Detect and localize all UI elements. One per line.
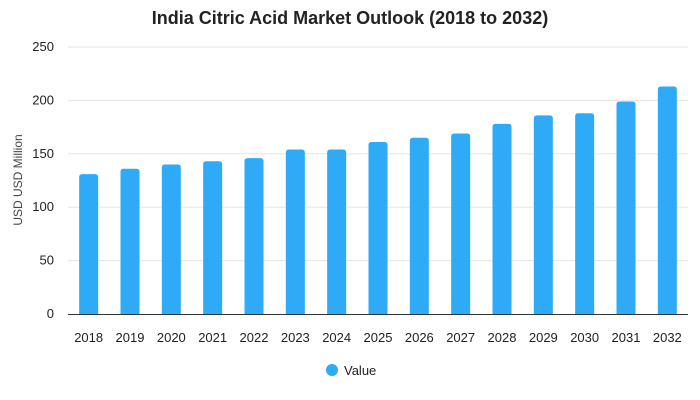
x-tick-label: 2025	[364, 330, 393, 345]
legend-label: Value	[344, 363, 376, 378]
x-tick-label: 2019	[116, 330, 145, 345]
x-tick-label: 2022	[240, 330, 269, 345]
bar-2025[interactable]	[368, 142, 388, 314]
bar-2022[interactable]	[244, 158, 264, 314]
y-axis-ticks: 0 50 100 150 200 250	[32, 39, 54, 321]
y-tick-label: 150	[32, 146, 54, 161]
bar-2024[interactable]	[327, 149, 347, 314]
bar-2032[interactable]	[657, 86, 677, 315]
bar-2018[interactable]	[79, 174, 99, 314]
bar-2030[interactable]	[575, 113, 595, 314]
x-tick-label: 2032	[653, 330, 682, 345]
y-tick-label: 250	[32, 39, 54, 54]
bar-2023[interactable]	[285, 149, 305, 314]
bars	[79, 86, 677, 315]
y-tick-label: 50	[40, 253, 54, 268]
y-tick-label: 100	[32, 199, 54, 214]
bar-2027[interactable]	[451, 133, 471, 314]
x-tick-label: 2031	[612, 330, 641, 345]
x-tick-label: 2026	[405, 330, 434, 345]
legend[interactable]: Value	[326, 363, 376, 378]
legend-swatch	[326, 364, 338, 376]
x-axis-ticks: 2018 2019 2020 2021 2022 2023 2024 2025 2026 2027…	[74, 330, 682, 345]
y-tick-label: 0	[47, 306, 54, 321]
bar-2020[interactable]	[161, 164, 181, 314]
x-tick-label: 2028	[488, 330, 517, 345]
x-tick-label: 2018	[74, 330, 103, 345]
x-tick-label: 2023	[281, 330, 310, 345]
x-tick-label: 2030	[570, 330, 599, 345]
bar-2028[interactable]	[492, 123, 512, 315]
bar-2019[interactable]	[120, 168, 140, 314]
bar-2021[interactable]	[203, 161, 223, 314]
chart-title: India Citric Acid Market Outlook (2018 t…	[152, 8, 548, 28]
y-axis-label: USD USD Million	[11, 134, 25, 225]
x-tick-label: 2024	[322, 330, 351, 345]
x-tick-label: 2029	[529, 330, 558, 345]
bar-2029[interactable]	[533, 115, 553, 315]
x-tick-label: 2027	[446, 330, 475, 345]
x-tick-label: 2020	[157, 330, 186, 345]
bar-2026[interactable]	[409, 137, 429, 314]
y-tick-label: 200	[32, 92, 54, 107]
bar-2031[interactable]	[616, 101, 636, 314]
x-tick-label: 2021	[198, 330, 227, 345]
